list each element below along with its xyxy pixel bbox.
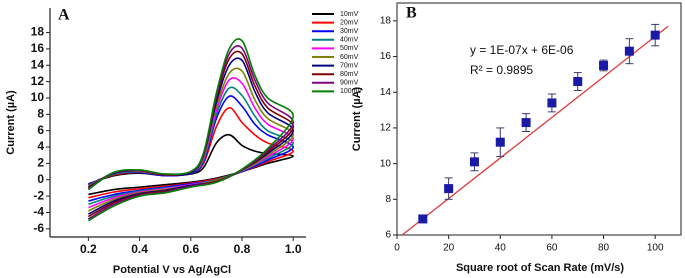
y-tick-label: 4: [37, 139, 44, 153]
legend-label: 100mV: [340, 88, 363, 95]
panel: 6 8 10 12 14 16 18 0 20 40 60 80 100 Square root of S…: [351, 2, 682, 274]
y-tick-label: 18: [380, 15, 392, 26]
data-point: [599, 60, 609, 70]
data-point: [444, 184, 454, 194]
panel-label: B: [406, 5, 417, 22]
y-tick-label: 14: [31, 57, 45, 71]
panel: -6 -4 -2 0 2 4 6 8 10 12 14 16 18 0.2 0.4 0.6 0.8 1.0 Pote…: [5, 7, 363, 276]
y-tick-label: 16: [31, 41, 45, 55]
x-tick-label: 20: [443, 243, 455, 254]
y-tick-label: 14: [380, 87, 392, 98]
x-tick-label: 40: [495, 243, 507, 254]
x-axis-label: Potential V vs Ag/AgCl: [113, 264, 231, 276]
x-tick-label: 0.6: [182, 242, 199, 256]
y-tick-label: 12: [380, 123, 392, 134]
y-tick-label: -2: [33, 188, 44, 202]
plot-frame: [396, 2, 682, 236]
data-point: [547, 98, 557, 108]
data-point: [418, 214, 428, 224]
y-tick-label: 6: [385, 230, 391, 241]
fit-line: [401, 25, 669, 236]
y-tick-label: -6: [33, 221, 44, 235]
y-tick-label: -4: [33, 205, 44, 219]
legend-label: 30mV: [340, 28, 359, 35]
legend-label: 60mV: [340, 54, 359, 61]
panel-label: A: [58, 7, 70, 24]
data-point: [469, 157, 479, 167]
x-tick-label: 100: [647, 243, 664, 254]
data-point: [573, 77, 583, 87]
y-tick-label: 6: [37, 123, 44, 137]
cv-curve: [88, 77, 295, 209]
y-tick-label: 12: [31, 74, 45, 88]
x-tick-label: 60: [546, 243, 558, 254]
legend-label: 10mV: [340, 11, 359, 18]
legend-label: 40mV: [340, 37, 359, 44]
x-tick-label: 0.2: [80, 242, 97, 256]
data-point: [495, 137, 505, 147]
data-point: [521, 118, 531, 128]
legend-label: 70mV: [340, 62, 359, 69]
y-tick-label: 16: [380, 51, 392, 62]
y-tick-label: 10: [380, 158, 392, 169]
y-tick-label: 18: [31, 25, 45, 39]
x-tick-label: 0.8: [234, 242, 251, 256]
data-point: [650, 30, 660, 40]
x-tick-label: 0.4: [131, 242, 148, 256]
y-tick-label: 8: [385, 194, 391, 205]
y-tick-label: 2: [37, 156, 44, 170]
data-point: [624, 46, 634, 56]
x-tick-label: 1.0: [285, 242, 302, 256]
legend-label: 80mV: [340, 71, 359, 78]
x-axis-label: Square root of Scan Rate (mV/s): [456, 262, 624, 274]
y-axis-label: Current (µA): [351, 86, 363, 151]
y-tick-label: 0: [37, 172, 44, 186]
cv-curve: [87, 38, 295, 222]
y-tick-label: 10: [31, 90, 45, 104]
y-tick-label: 8: [37, 106, 44, 120]
legend-label: 20mV: [340, 19, 359, 26]
annotation: R² = 0.9895: [470, 63, 533, 77]
legend-label: 90mV: [340, 80, 359, 87]
legend-label: 50mV: [340, 45, 359, 52]
x-tick-label: 80: [598, 243, 610, 254]
annotation: y = 1E-07x + 6E-06: [470, 43, 574, 57]
y-axis-label: Current (µA): [5, 90, 17, 155]
x-tick-label: 0: [394, 243, 400, 254]
